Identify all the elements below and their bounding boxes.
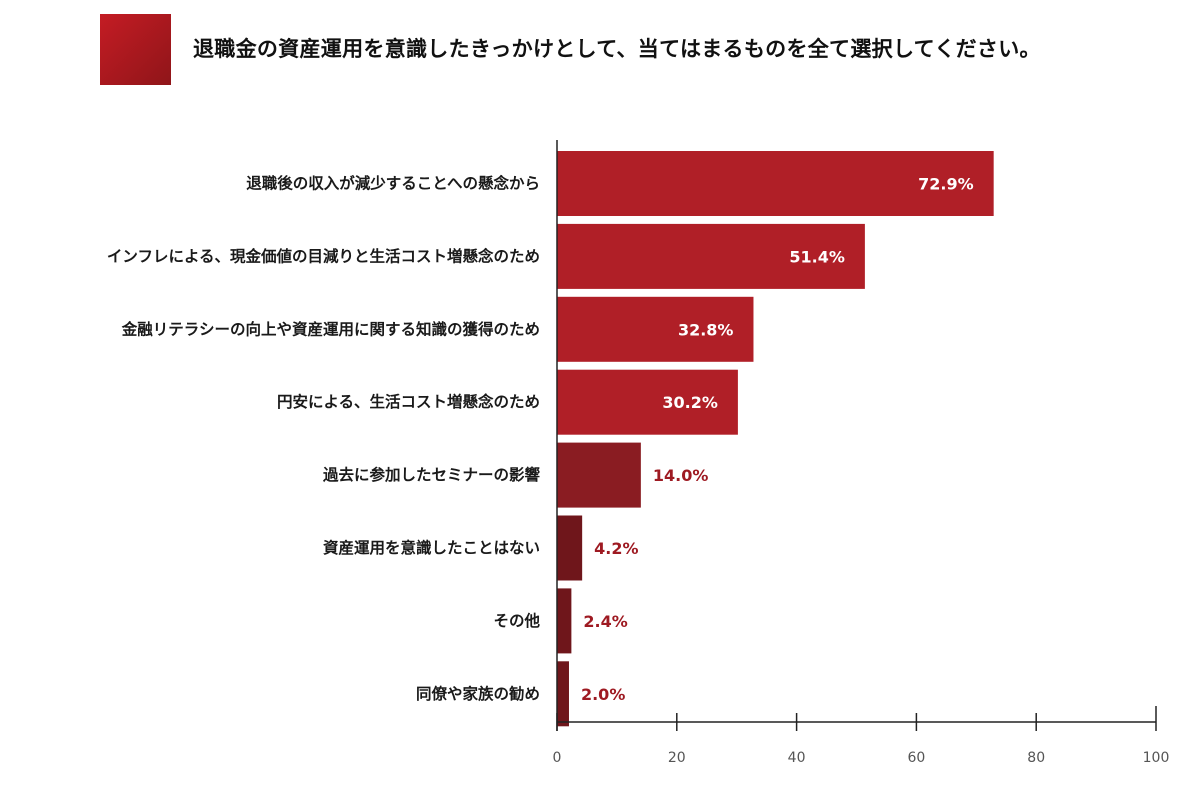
x-tick-label-60: 60 <box>907 750 925 766</box>
value-label-2: 51.4% <box>789 247 845 266</box>
bar-3 <box>557 296 754 362</box>
bar-6 <box>557 515 583 581</box>
chart-title: 退職金の資産運用を意識したきっかけとして、当てはまるものを全て選択してください。 <box>193 37 1041 61</box>
category-label-7: その他 <box>493 611 540 630</box>
title-square-icon <box>100 14 171 85</box>
category-labels-group: 退職後の収入が減少することへの懸念からインフレによる、現金価値の目減りと生活コス… <box>107 174 541 703</box>
x-tick-label-40: 40 <box>788 750 806 766</box>
bar-7 <box>557 588 572 654</box>
bar-8 <box>557 661 569 727</box>
category-label-2: インフレによる、現金価値の目減りと生活コスト増懸念のため <box>107 246 540 265</box>
x-tick-label-100: 100 <box>1143 750 1170 766</box>
category-label-6: 資産運用を意識したことはない <box>323 538 540 557</box>
bar-1 <box>557 151 994 216</box>
value-label-5: 14.0% <box>653 466 709 485</box>
x-tick-label-20: 20 <box>668 750 686 766</box>
value-label-6: 4.2% <box>594 539 638 558</box>
category-label-8: 同僚や家族の勧め <box>416 684 540 703</box>
value-label-4: 30.2% <box>662 393 718 412</box>
value-label-7: 2.4% <box>583 612 627 631</box>
category-label-5: 過去に参加したセミナーの影響 <box>322 465 541 484</box>
bar-2 <box>557 223 865 289</box>
bars-group <box>557 151 994 727</box>
category-label-3: 金融リテラシーの向上や資産運用に関する知識の獲得のため <box>121 319 540 338</box>
bar-4 <box>557 369 738 435</box>
x-axis: 0 20 40 60 80 100 <box>553 140 1170 766</box>
x-tick-label-0: 0 <box>553 750 562 766</box>
bar-5 <box>557 442 641 508</box>
value-label-1: 72.9% <box>918 175 974 194</box>
category-label-1: 退職後の収入が減少することへの懸念から <box>246 174 540 193</box>
x-tick-label-80: 80 <box>1027 750 1045 766</box>
value-labels-group: 72.9% 51.4% 32.8% 30.2% 14.0% 4.2% 2.4% 2.0% <box>581 175 974 704</box>
value-label-8: 2.0% <box>581 685 625 704</box>
category-label-4: 円安による、生活コスト増懸念のため <box>277 392 540 411</box>
value-label-3: 32.8% <box>678 320 734 339</box>
